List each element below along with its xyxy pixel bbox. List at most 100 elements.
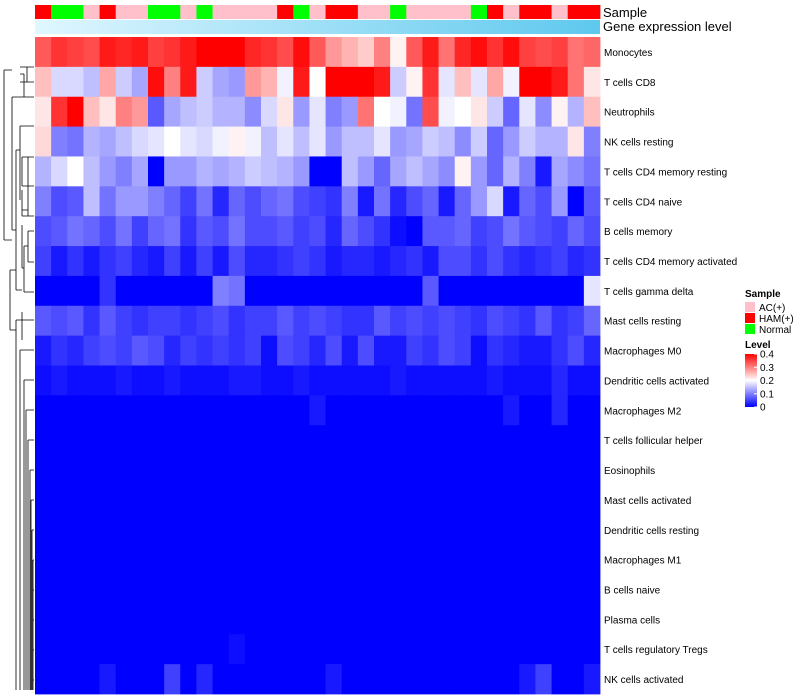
heatmap-cell: [309, 484, 326, 516]
heatmap-cell: [164, 664, 181, 695]
heatmap-cell: [212, 96, 230, 127]
heatmap-cell: [406, 484, 423, 516]
heatmap-cell: [470, 156, 488, 187]
heatmap-cell: [228, 664, 246, 695]
heatmap-cell: [406, 514, 423, 546]
heatmap-cell: [470, 425, 488, 456]
heatmap-cell: [487, 156, 504, 187]
heatmap-cell: [35, 425, 52, 456]
heatmap-cell: [487, 574, 504, 605]
heatmap-cell: [164, 305, 181, 337]
heatmap-cell: [67, 634, 84, 665]
heatmap-cell: [438, 634, 456, 665]
heatmap-cell: [567, 455, 585, 486]
heatmap-cell: [180, 156, 197, 187]
heatmap-cell: [438, 305, 456, 337]
heatmap-cell: [325, 574, 343, 605]
heatmap-cell: [51, 156, 68, 187]
heatmap-cell: [325, 514, 343, 546]
heatmap-cell: [551, 455, 569, 486]
heatmap-cell: [148, 37, 165, 68]
heatmap-cell: [212, 335, 230, 366]
heatmap-cell: [535, 484, 552, 516]
heatmap-cell: [567, 484, 585, 516]
heatmap-cell: [51, 365, 68, 396]
heatmap-cell: [244, 37, 262, 68]
heatmap-cell: [535, 365, 552, 396]
heatmap-cell: [374, 305, 391, 337]
heatmap-cell: [196, 604, 213, 635]
heatmap-cell: [390, 634, 407, 665]
heatmap-cell: [309, 156, 326, 187]
sample-annotation-cell: [115, 5, 133, 19]
heatmap-cell: [148, 455, 165, 486]
heatmap-cell: [535, 66, 552, 98]
heatmap-cell: [51, 425, 68, 456]
heatmap-cell: [357, 425, 375, 456]
heatmap-cell: [148, 126, 165, 157]
heatmap-cell: [470, 484, 488, 516]
heatmap-cell: [374, 664, 391, 695]
heatmap-cell: [454, 335, 472, 366]
heatmap-cell: [470, 395, 488, 426]
heatmap-cell: [67, 186, 84, 217]
heatmap-cell: [277, 96, 294, 127]
heatmap-cell: [519, 664, 536, 695]
heatmap-cell: [454, 514, 472, 546]
heatmap-cell: [325, 664, 343, 695]
heatmap-cell: [357, 484, 375, 516]
heatmap-cell: [67, 246, 84, 277]
heatmap-cell: [470, 365, 488, 396]
heatmap-cell: [293, 604, 310, 635]
heatmap-cell: [503, 365, 520, 396]
heatmap-cell: [470, 514, 488, 546]
heatmap-cell: [325, 604, 343, 635]
heatmap-cell: [51, 335, 68, 366]
heatmap-cell: [454, 604, 472, 635]
heatmap-cell: [164, 96, 181, 127]
sample-annotation-cell: [325, 5, 343, 19]
sample-annotation-cell: [35, 5, 52, 19]
heatmap-cell: [487, 96, 504, 127]
legend: Sample AC(+)HAM(+)Normal Level 0.4 0.3 0.2…: [745, 289, 794, 414]
heatmap-cell: [131, 455, 149, 486]
heatmap-cell: [261, 126, 278, 157]
sample-annotation-cell: [293, 5, 310, 19]
legend-sample-title: Sample: [745, 289, 781, 300]
heatmap-cell: [309, 335, 326, 366]
heatmap-cell: [244, 156, 262, 187]
heatmap-cell: [35, 186, 52, 217]
heatmap-cell: [67, 126, 84, 157]
heatmap-cell: [487, 365, 504, 396]
heatmap-cell: [277, 275, 294, 307]
heatmap-cell: [470, 544, 488, 575]
heatmap-cell: [244, 305, 262, 337]
heatmap-cell: [115, 96, 133, 127]
heatmap-cell: [99, 335, 117, 366]
sample-annotation-cell: [422, 5, 439, 19]
heatmap-cell: [35, 455, 52, 486]
heatmap-cell: [519, 544, 536, 575]
heatmap-cell: [131, 96, 149, 127]
heatmap-cell: [309, 544, 326, 575]
heatmap-cell: [551, 335, 569, 366]
heatmap-cell: [422, 156, 439, 187]
sample-annotation-cell: [244, 5, 262, 19]
sample-annotation-cell: [551, 5, 569, 19]
heatmap-cell: [325, 455, 343, 486]
heatmap-cell: [244, 335, 262, 366]
heatmap-cell: [487, 455, 504, 486]
heatmap-cell: [35, 37, 52, 68]
heatmap-cell: [422, 66, 439, 98]
heatmap-cell: [374, 455, 391, 486]
heatmap-cell: [390, 604, 407, 635]
heatmap-cell: [422, 275, 439, 307]
heatmap-cell: [261, 335, 278, 366]
heatmap-cell: [180, 664, 197, 695]
heatmap-cell: [374, 574, 391, 605]
heatmap-cell: [293, 664, 310, 695]
heatmap-cell: [341, 37, 359, 68]
heatmap-cell: [438, 664, 456, 695]
heatmap-cell: [148, 395, 165, 426]
heatmap-cell: [325, 37, 343, 68]
